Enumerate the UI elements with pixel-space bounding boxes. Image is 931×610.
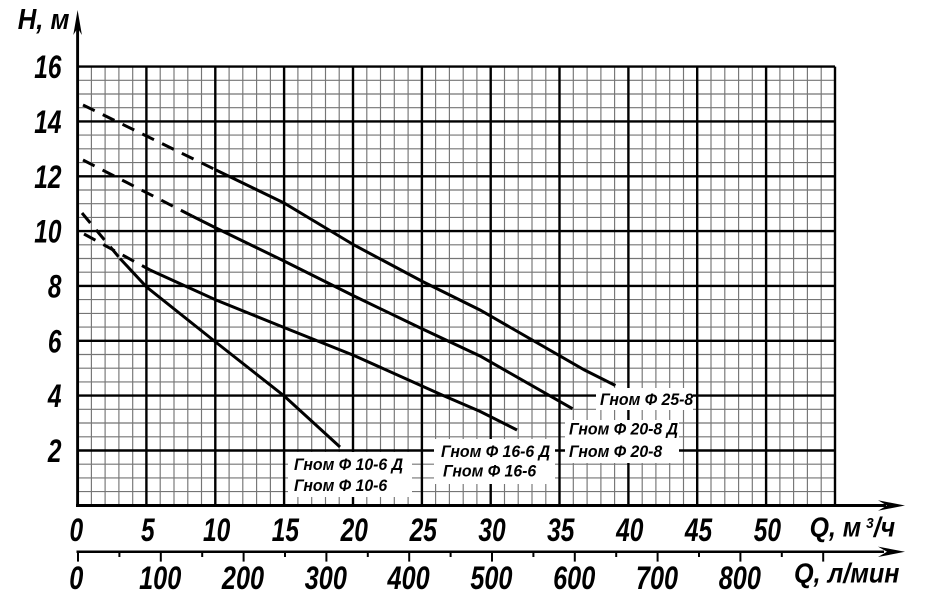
svg-text:400: 400 — [387, 561, 430, 597]
svg-text:Q, м 3/ч: Q, м 3/ч — [810, 511, 896, 542]
svg-text:15: 15 — [272, 513, 300, 549]
svg-text:20: 20 — [340, 513, 368, 549]
svg-text:25: 25 — [409, 513, 438, 549]
svg-text:8: 8 — [48, 269, 62, 305]
svg-text:4: 4 — [47, 379, 62, 415]
svg-text:Гном Ф 16-6 Д: Гном Ф 16-6 Д — [441, 443, 551, 461]
svg-text:0: 0 — [69, 561, 83, 597]
svg-text:35: 35 — [547, 513, 575, 549]
svg-text:100: 100 — [139, 561, 181, 597]
svg-text:700: 700 — [636, 561, 678, 597]
svg-text:Гном Ф 20-8 Д: Гном Ф 20-8 Д — [569, 420, 679, 438]
svg-text:12: 12 — [34, 160, 61, 196]
svg-text:14: 14 — [34, 105, 61, 141]
svg-text:6: 6 — [48, 324, 63, 360]
svg-text:200: 200 — [221, 561, 264, 597]
svg-text:Гном Ф 10-6: Гном Ф 10-6 — [294, 477, 387, 495]
svg-text:0: 0 — [69, 513, 83, 549]
svg-text:Гном Ф 16-6: Гном Ф 16-6 — [443, 462, 536, 480]
svg-text:Гном Ф 10-6 Д: Гном Ф 10-6 Д — [294, 456, 404, 474]
svg-text:2: 2 — [47, 434, 62, 470]
svg-text:800: 800 — [719, 561, 761, 597]
svg-text:300: 300 — [305, 561, 347, 597]
svg-text:16: 16 — [34, 50, 62, 86]
svg-text:Гном Ф 25-8: Гном Ф 25-8 — [600, 391, 693, 409]
svg-text:500: 500 — [470, 561, 512, 597]
svg-text:10: 10 — [203, 513, 230, 549]
svg-text:45: 45 — [684, 513, 713, 549]
svg-text:H, м: H, м — [18, 3, 70, 36]
svg-text:50: 50 — [754, 513, 781, 549]
svg-text:40: 40 — [615, 513, 643, 549]
svg-text:600: 600 — [553, 561, 595, 597]
svg-text:Q, л/мин: Q, л/мин — [794, 557, 900, 589]
svg-text:Гном Ф 20-8: Гном Ф 20-8 — [569, 443, 662, 461]
svg-text:30: 30 — [478, 513, 505, 549]
svg-text:10: 10 — [34, 215, 61, 251]
svg-text:5: 5 — [141, 513, 155, 549]
